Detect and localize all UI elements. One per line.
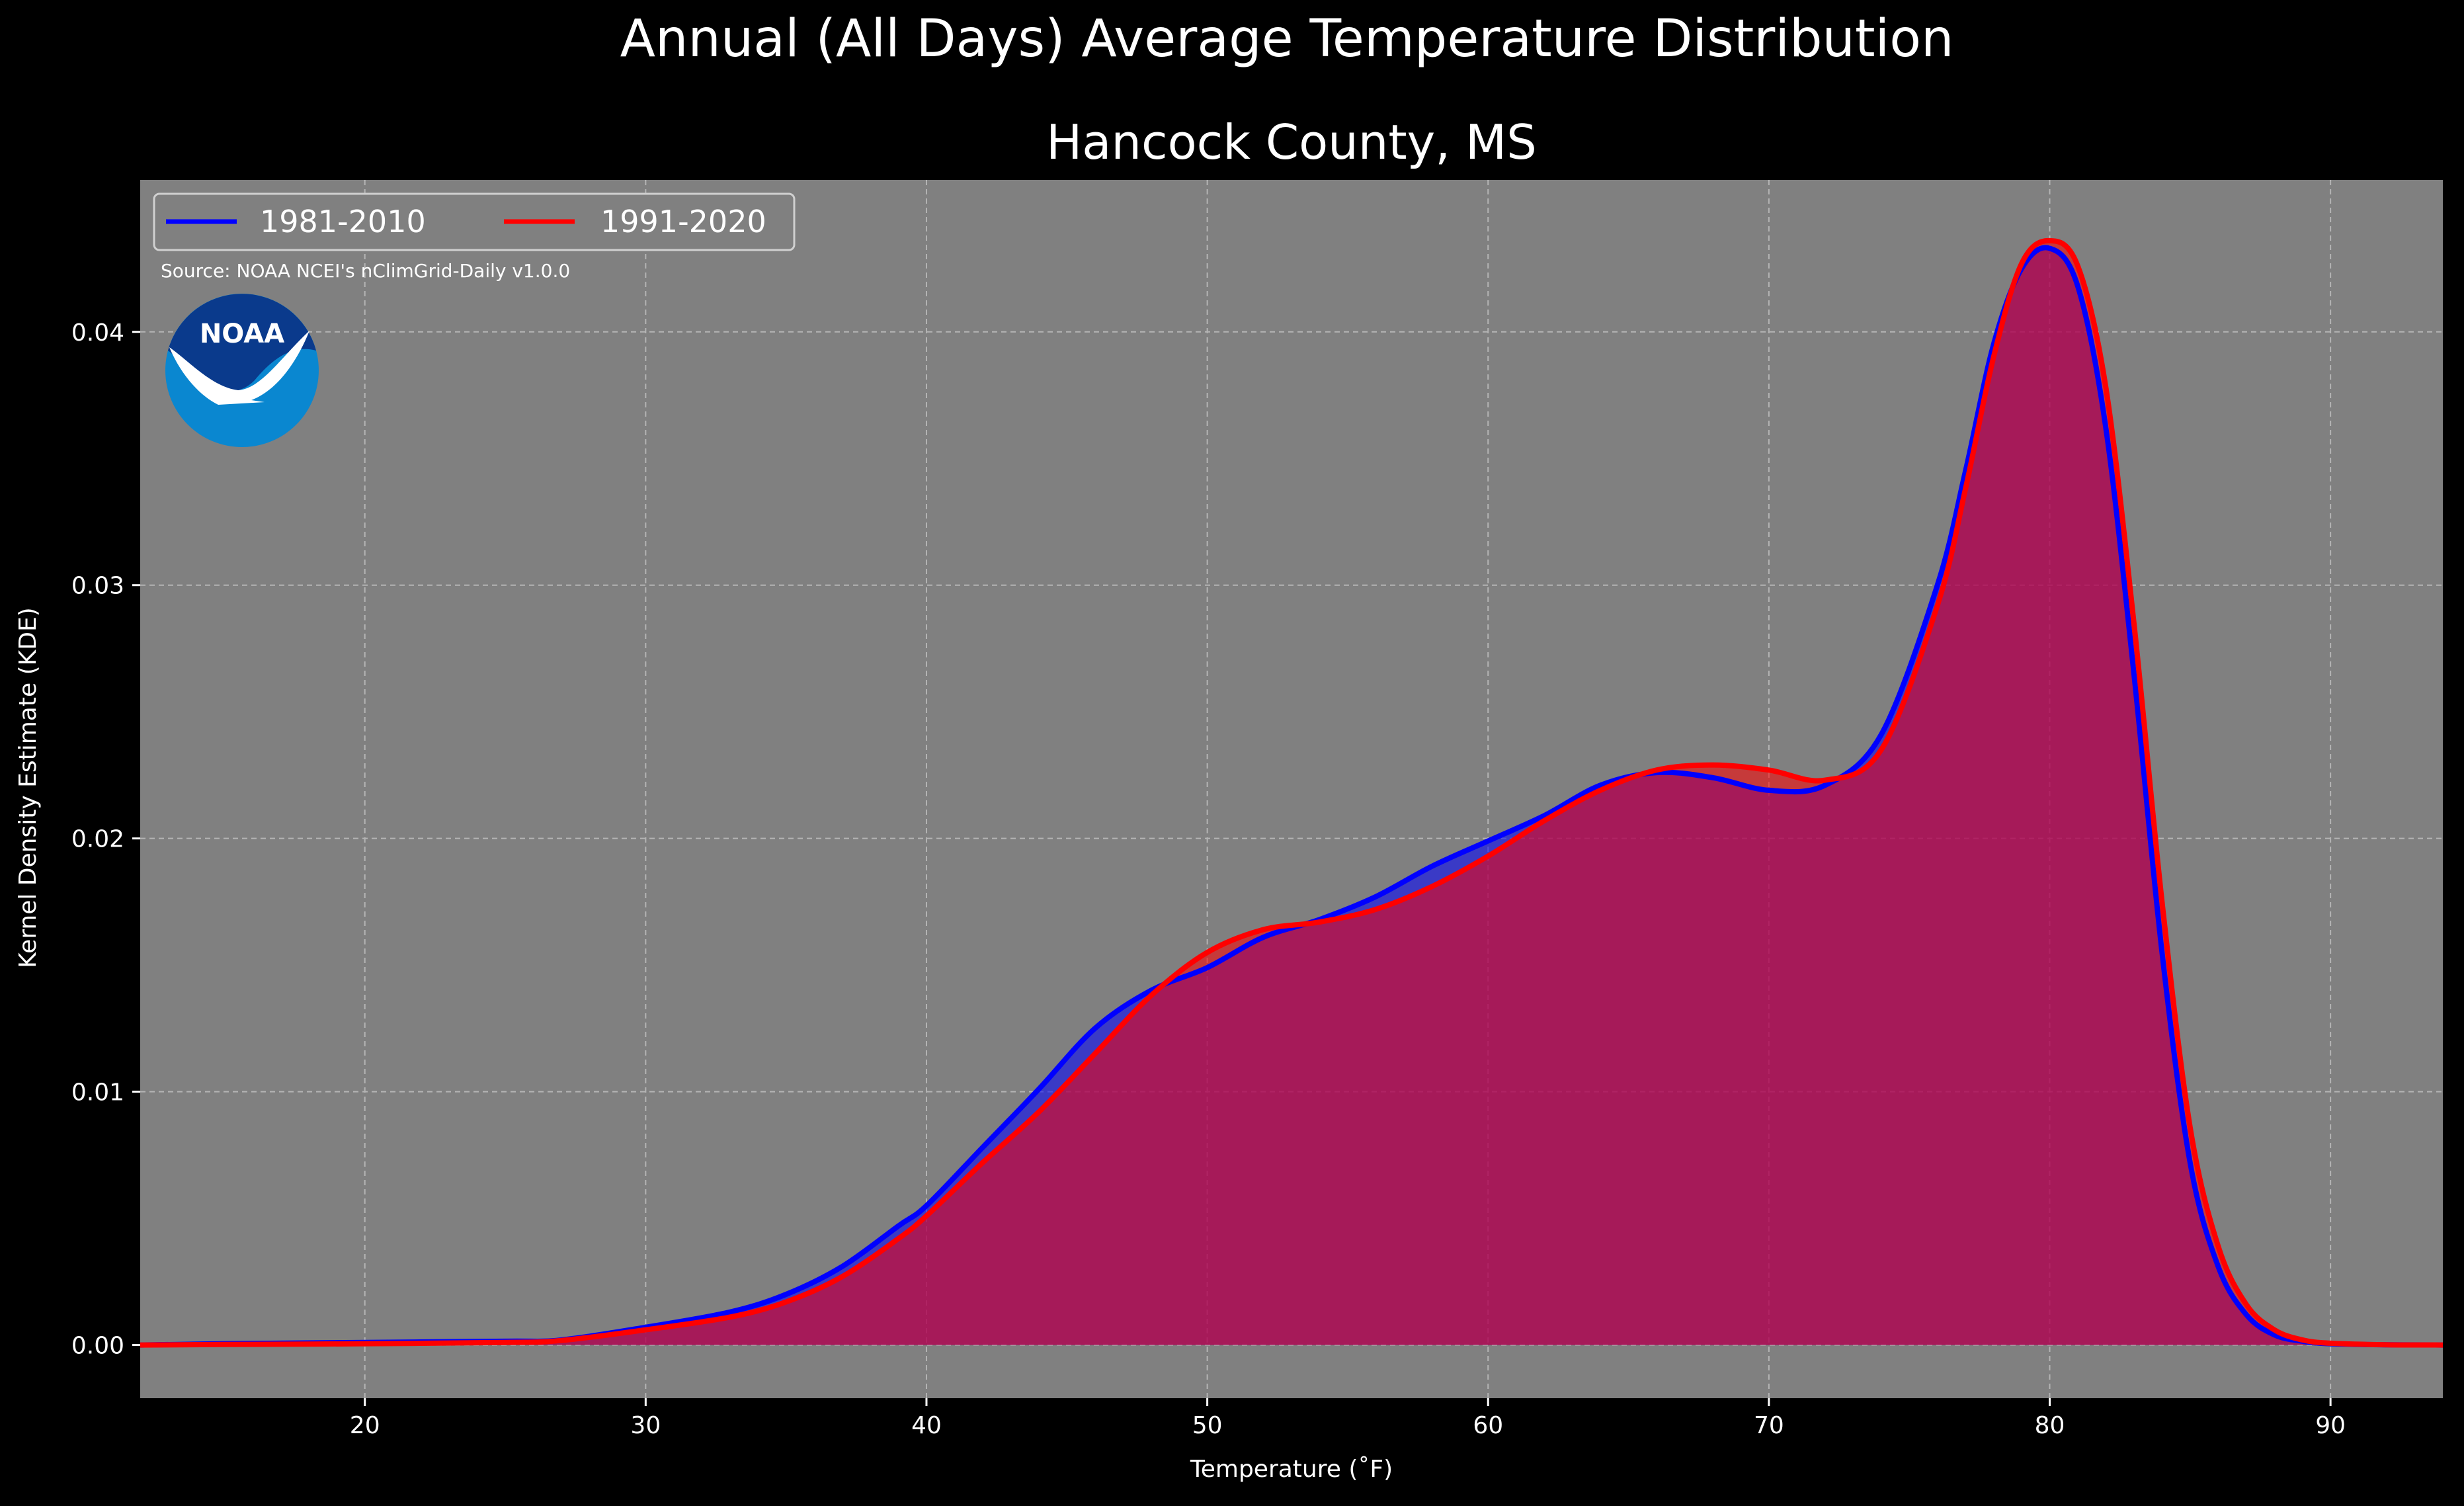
axis-ticks: 20 30 40 50 60 70 80 90 0.00 0.01 0.02 0.03 0.04 [71,319,2346,1439]
x-tick-label: 40 [911,1412,942,1439]
noaa-logo: NOAA [165,294,319,447]
x-tick-label: 70 [1754,1412,1784,1439]
legend-box [153,192,796,251]
chart-title: Annual (All Days) Average Temperature Di… [620,9,1954,69]
y-tick-label: 0.01 [71,1079,124,1107]
y-tick-label: 0.00 [71,1333,124,1360]
y-tick-label: 0.03 [71,573,124,600]
x-axis-label: Temperature (˚F) [1190,1456,1393,1483]
x-tick-label: 80 [2035,1412,2065,1439]
noaa-logo-text: NOAA [200,319,284,349]
x-tick-label: 60 [1473,1412,1503,1439]
x-tick-label: 50 [1192,1412,1223,1439]
y-tick-label: 0.02 [71,826,124,853]
y-axis-label: Kernel Density Estimate (KDE) [15,607,42,968]
area-1991-2020 [140,240,2443,1345]
kde-areas [140,240,2443,1345]
noaa-logo-top [168,294,316,392]
y-tick-label: 0.04 [71,319,124,347]
legend: 1981-2010 1991-2020 [153,192,796,251]
x-tick-label: 90 [2315,1412,2346,1439]
source-note: Source: NOAA NCEI's nClimGrid-Daily v1.0… [161,260,570,282]
line-1991-2020 [140,237,2443,1348]
kde-lines [140,237,2443,1348]
chart-subtitle: Hancock County, MS [1046,114,1537,170]
noaa-logo-gull [169,331,309,405]
x-tick-label: 30 [630,1412,661,1439]
x-tick-label: 20 [350,1412,380,1439]
legend-label-1981-2010: 1981-2010 [260,204,426,239]
legend-label-1991-2020: 1991-2020 [600,204,766,239]
